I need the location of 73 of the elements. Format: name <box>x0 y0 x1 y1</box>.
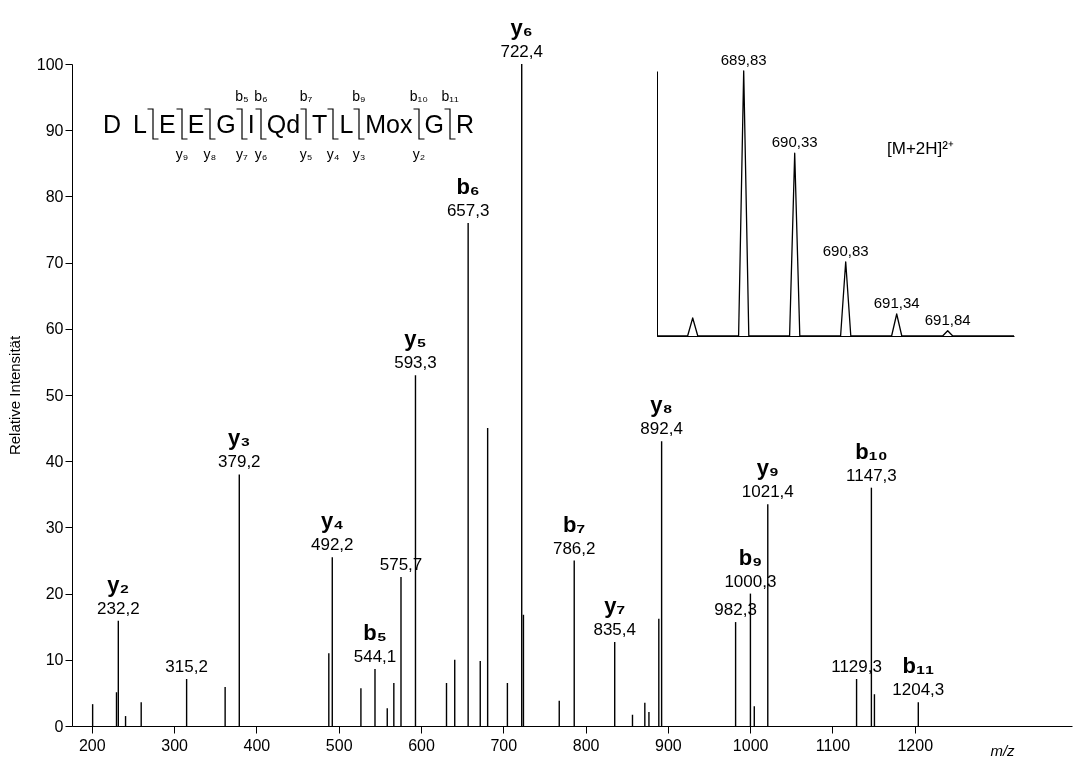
annotation: y₅ <box>404 326 427 352</box>
annotation: b₇ <box>299 88 313 104</box>
annotation: b₁₀ <box>855 438 888 464</box>
annotation: y₆ <box>254 146 268 162</box>
annotation: 1021,4 <box>741 482 794 502</box>
y-tick-label: 80 <box>45 187 64 205</box>
y-tick-label: 50 <box>45 386 64 404</box>
annotation: 722,4 <box>500 42 543 61</box>
annotation: 232,2 <box>97 598 140 618</box>
annotation: b₅ <box>363 620 387 646</box>
annotation: b₆ <box>254 88 268 104</box>
annotation: 1204,3 <box>892 680 945 700</box>
annotation: b₇ <box>563 511 586 537</box>
x-tick-label: 600 <box>408 736 435 754</box>
annotation: 691,34 <box>873 294 920 312</box>
y-tick-label: 40 <box>45 452 64 470</box>
annotation: b₅ <box>235 88 249 104</box>
annotation: y₃ <box>352 146 366 162</box>
y-tick-label: 70 <box>45 254 64 272</box>
annotation: y₆ <box>510 15 533 40</box>
y-tick-label: 0 <box>54 717 64 735</box>
text: D L E E G I Qd T L Mox G R <box>103 109 475 138</box>
y-tick-label: 60 <box>45 320 64 338</box>
y-tick-label: 100 <box>36 55 64 73</box>
y-axis-title: Relative Intensität <box>5 335 23 456</box>
annotation: 690,33 <box>771 133 818 151</box>
annotation: 379,2 <box>218 452 261 472</box>
annotation: 1147,3 <box>846 465 897 485</box>
annotation: y₈ <box>650 392 673 418</box>
annotation: y₂ <box>107 571 130 597</box>
annotation: 690,83 <box>822 241 869 259</box>
y-tick-label: 20 <box>45 585 64 603</box>
annotation: y₉ <box>175 146 189 162</box>
annotation: y₈ <box>203 146 217 162</box>
annotation: b₉ <box>352 88 366 104</box>
annotation: y₃ <box>228 425 251 451</box>
annotation: b₁₀ <box>409 88 429 104</box>
annotation: 492,2 <box>311 535 354 555</box>
annotation: 593,3 <box>394 353 437 373</box>
annotation: y₂ <box>412 146 426 162</box>
annotation: y₅ <box>299 146 313 162</box>
x-tick-label: 1000 <box>732 736 769 754</box>
annotation: 691,84 <box>924 310 971 328</box>
annotation: [M+2H]²⁺ <box>887 139 954 158</box>
x-axis-title: m/z <box>990 741 1016 759</box>
x-tick-label: 900 <box>655 736 682 754</box>
annotation: b₁₁ <box>902 653 935 679</box>
annotation: b₁₁ <box>441 88 459 104</box>
annotation: 786,2 <box>552 538 596 558</box>
annotation: 892,4 <box>640 419 683 439</box>
annotation: y₉ <box>756 455 779 481</box>
annotation: 544,1 <box>353 647 397 667</box>
x-tick-label: 800 <box>572 736 600 754</box>
annotation: b₆ <box>456 173 480 199</box>
annotation: y₇ <box>604 592 626 618</box>
annotation: 835,4 <box>593 619 636 639</box>
annotation: y₄ <box>326 146 340 162</box>
x-tick-label: 1200 <box>897 736 934 754</box>
x-tick-label: 400 <box>243 736 271 754</box>
annotation: b₉ <box>738 544 763 570</box>
y-tick-label: 10 <box>45 651 64 669</box>
annotation: 657,3 <box>446 200 490 220</box>
x-tick-label: 300 <box>161 736 189 754</box>
annotation: y₇ <box>236 146 248 162</box>
annotation: 689,83 <box>720 51 767 68</box>
x-tick-label: 700 <box>490 736 518 754</box>
y-tick-label: 90 <box>45 121 64 139</box>
y-tick-label: 30 <box>45 518 64 536</box>
annotation: 315,2 <box>165 657 208 676</box>
x-tick-label: 1100 <box>815 736 851 754</box>
x-tick-label: 500 <box>325 736 353 754</box>
annotation: y₄ <box>320 508 344 534</box>
x-tick-label: 200 <box>78 736 106 754</box>
